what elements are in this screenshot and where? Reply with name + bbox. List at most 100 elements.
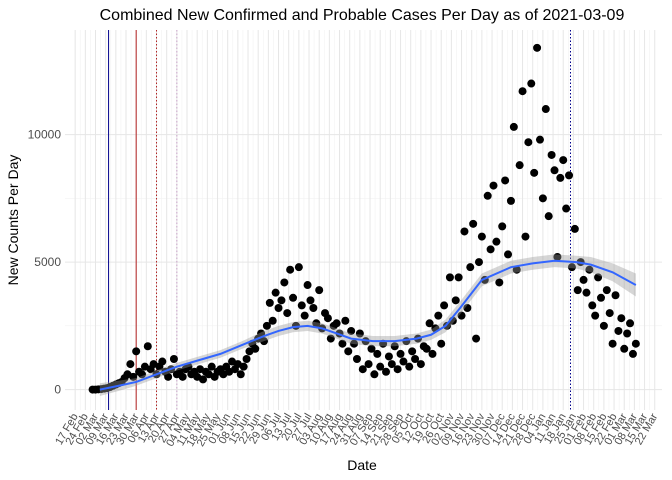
point	[565, 171, 574, 180]
point	[332, 319, 341, 328]
point	[283, 309, 292, 318]
point	[268, 316, 277, 325]
point	[137, 370, 146, 379]
point	[489, 181, 498, 190]
point	[280, 278, 289, 287]
chart-title: Combined New Confirmed and Probable Case…	[100, 7, 625, 24]
point	[469, 219, 478, 228]
point	[303, 281, 312, 290]
point	[559, 156, 568, 165]
point	[605, 309, 614, 318]
point	[367, 344, 376, 353]
point	[562, 204, 571, 213]
point	[492, 237, 501, 246]
point	[178, 372, 187, 381]
point	[350, 339, 359, 348]
point	[352, 354, 361, 363]
point	[573, 286, 582, 295]
point	[207, 362, 216, 371]
point	[512, 265, 521, 274]
point	[553, 252, 562, 261]
point	[594, 273, 603, 282]
point	[631, 339, 640, 348]
point	[483, 191, 492, 200]
point	[399, 357, 408, 366]
point	[463, 303, 472, 312]
point	[242, 354, 251, 363]
point	[265, 298, 274, 307]
point	[530, 168, 539, 177]
point	[501, 176, 510, 185]
point	[164, 372, 173, 381]
point	[550, 166, 559, 175]
point	[393, 365, 402, 374]
point	[498, 222, 507, 231]
point	[521, 232, 530, 241]
point	[169, 354, 178, 363]
point	[547, 150, 556, 159]
y-tick-label: 5000	[34, 255, 61, 269]
point	[262, 321, 271, 330]
point	[422, 344, 431, 353]
point	[132, 347, 141, 356]
point	[567, 263, 576, 272]
point	[623, 329, 632, 338]
point	[457, 311, 466, 320]
point	[620, 344, 629, 353]
point	[373, 349, 382, 358]
point	[126, 360, 135, 369]
point	[326, 334, 335, 343]
point	[591, 311, 600, 320]
point	[628, 349, 637, 358]
point	[425, 319, 434, 328]
point	[390, 342, 399, 351]
point	[315, 286, 324, 295]
point	[570, 224, 579, 233]
point	[323, 314, 332, 323]
point	[274, 303, 283, 312]
point	[236, 370, 245, 379]
point	[382, 367, 391, 376]
point	[297, 301, 306, 310]
point	[300, 311, 309, 320]
point	[129, 372, 138, 381]
point	[437, 339, 446, 348]
point	[527, 79, 536, 88]
point	[535, 135, 544, 144]
y-tick-label: 10000	[28, 128, 62, 142]
point	[608, 339, 617, 348]
point	[358, 365, 367, 374]
point	[599, 321, 608, 330]
point	[198, 375, 207, 384]
point	[614, 326, 623, 335]
point	[588, 301, 597, 310]
point	[472, 334, 481, 343]
point	[451, 296, 460, 305]
point	[596, 293, 605, 302]
point	[515, 161, 524, 170]
point	[477, 232, 486, 241]
point	[454, 273, 463, 282]
point	[556, 173, 565, 182]
point	[579, 275, 588, 284]
point	[509, 122, 518, 131]
point	[486, 245, 495, 254]
point	[443, 321, 452, 330]
point	[541, 105, 550, 114]
point	[411, 354, 420, 363]
x-axis-title: Date	[347, 457, 377, 473]
point	[306, 296, 315, 305]
point	[474, 258, 483, 267]
point	[434, 311, 443, 320]
point	[396, 349, 405, 358]
point	[544, 212, 553, 221]
point	[364, 360, 373, 369]
point	[585, 265, 594, 274]
point	[370, 370, 379, 379]
point	[387, 360, 396, 369]
point	[158, 357, 167, 366]
point	[506, 196, 515, 205]
point	[289, 293, 298, 302]
point	[294, 263, 303, 272]
